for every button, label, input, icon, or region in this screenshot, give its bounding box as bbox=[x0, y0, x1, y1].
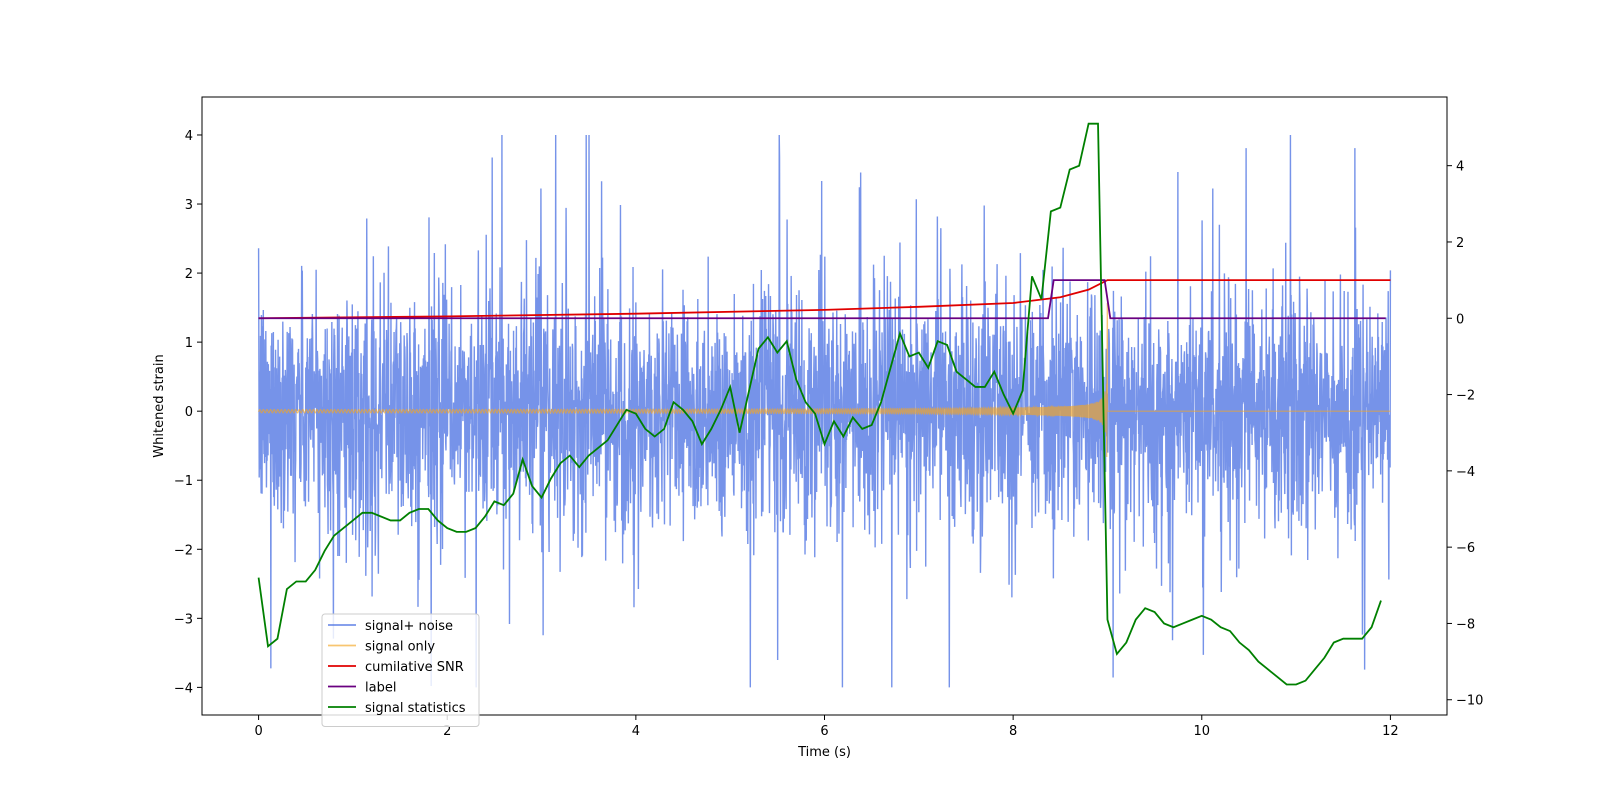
legend-label: signal+ noise bbox=[365, 619, 453, 634]
y-tick-label: 4 bbox=[185, 129, 193, 144]
y-tick-label: −1 bbox=[174, 474, 193, 489]
y2-tick-label: −4 bbox=[1456, 465, 1475, 480]
y2-tick-label: −6 bbox=[1456, 541, 1475, 556]
y2-tick-label: −8 bbox=[1456, 617, 1475, 632]
y2-tick-label: 0 bbox=[1456, 312, 1464, 327]
series-signal-noise-line bbox=[257, 134, 1392, 688]
legend: signal+ noise signal only cumilative SNR la… bbox=[321, 613, 480, 727]
series-label-line bbox=[258, 279, 1386, 320]
y-tick-label: −2 bbox=[174, 543, 193, 558]
legend-label: signal only bbox=[365, 640, 435, 655]
y2-tick-label: 4 bbox=[1456, 160, 1464, 175]
legend-label: label bbox=[365, 681, 396, 696]
y2-tick-label: 2 bbox=[1456, 236, 1464, 251]
y-tick-label: 2 bbox=[185, 267, 193, 282]
y-tick-label: 3 bbox=[185, 198, 193, 213]
legend-label: cumilative SNR bbox=[365, 660, 464, 675]
x-tick-label: 2 bbox=[443, 724, 451, 739]
y-tick-label: −4 bbox=[174, 681, 193, 696]
series-signal-only-line bbox=[258, 302, 1391, 458]
series-signal-statistics-line bbox=[257, 122, 1382, 686]
y-tick-label: 0 bbox=[185, 405, 193, 420]
y2-tick-label: −10 bbox=[1456, 694, 1483, 709]
x-tick-label: 6 bbox=[820, 724, 828, 739]
x-tick-label: 4 bbox=[632, 724, 640, 739]
series-layer bbox=[257, 122, 1392, 688]
x-tick-label: 0 bbox=[254, 724, 262, 739]
series-cumilative-snr-line bbox=[258, 279, 1391, 320]
y-axis-label: Whitened strain bbox=[152, 354, 167, 457]
legend-box bbox=[321, 613, 480, 727]
x-tick-label: 8 bbox=[1009, 724, 1017, 739]
x-axis-label: Time (s) bbox=[797, 745, 851, 760]
y-tick-label: 1 bbox=[185, 336, 193, 351]
y2-tick-label: −2 bbox=[1456, 389, 1475, 404]
legend-label: signal statistics bbox=[365, 701, 466, 716]
x-tick-label: 10 bbox=[1193, 724, 1210, 739]
y-tick-label: −3 bbox=[174, 612, 193, 627]
x-tick-label: 12 bbox=[1382, 724, 1399, 739]
